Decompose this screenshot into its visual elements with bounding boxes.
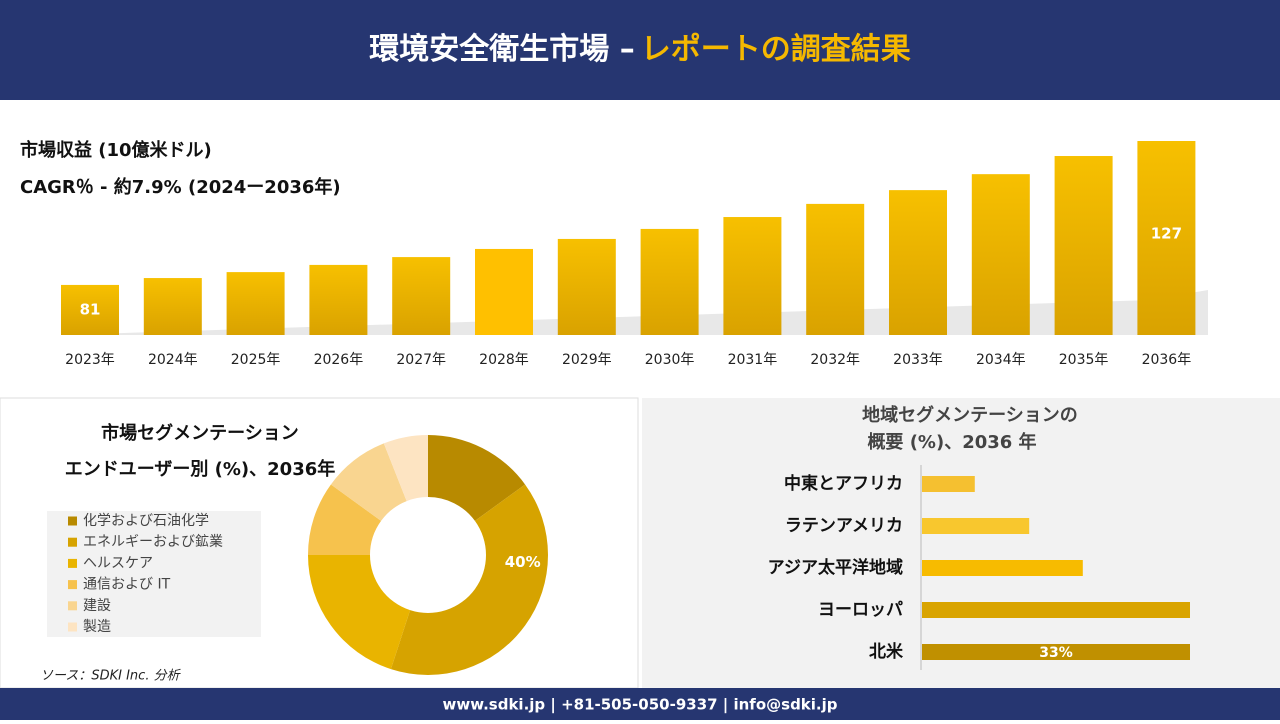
bar bbox=[640, 228, 699, 335]
header-bar bbox=[0, 0, 1280, 100]
x-tick-label: 2031年 bbox=[728, 352, 778, 368]
bar bbox=[971, 174, 1030, 335]
bar bbox=[1054, 156, 1113, 335]
legend-swatch bbox=[68, 558, 77, 568]
value-label: 33% bbox=[1039, 645, 1073, 661]
bar bbox=[309, 264, 368, 335]
x-tick-label: 2036年 bbox=[1142, 352, 1192, 368]
value-label: 127 bbox=[1151, 225, 1182, 243]
chart-title: 市場セグメンテーション bbox=[101, 422, 299, 444]
legend-swatch bbox=[68, 622, 77, 632]
footer-bar bbox=[0, 688, 1280, 720]
legend-label: 製造 bbox=[83, 619, 111, 635]
x-tick-label: 2023年 bbox=[65, 352, 115, 368]
x-tick-label: 2027年 bbox=[396, 352, 446, 368]
chart-title: 地域セグメンテーションの bbox=[862, 404, 1078, 426]
bar bbox=[922, 602, 1190, 618]
right-panel bbox=[642, 398, 1280, 688]
x-tick-label: 2024年 bbox=[148, 352, 198, 368]
bar bbox=[392, 257, 451, 335]
legend-swatch bbox=[68, 516, 77, 526]
donut-segment bbox=[308, 484, 382, 555]
x-tick-label: 2033年 bbox=[893, 352, 943, 368]
donut-segment bbox=[383, 435, 428, 502]
bar bbox=[226, 272, 285, 335]
chart-subtitle: CAGR％ - 約7.9% (2024ー2036年) bbox=[20, 176, 341, 198]
bar bbox=[1137, 141, 1196, 335]
value-label: 40% bbox=[505, 553, 541, 571]
value-label: 81 bbox=[80, 301, 101, 319]
donut-segment bbox=[390, 484, 548, 675]
y-tick-label: ラテンアメリカ bbox=[785, 516, 903, 536]
bar bbox=[723, 217, 782, 335]
bar bbox=[806, 203, 865, 335]
bar bbox=[922, 476, 975, 492]
x-tick-label: 2032年 bbox=[810, 352, 860, 368]
header-title: 環境安全衛生市場 – レポートの調査結果 bbox=[369, 32, 910, 67]
legend-label: 化学および石油化学 bbox=[83, 513, 209, 529]
title-accent: レポートの調査結果 bbox=[641, 32, 911, 67]
chart-subtitle: エンドユーザー別 (%)、2036年 bbox=[65, 458, 336, 480]
title-main: 環境安全衛生市場 – bbox=[369, 32, 634, 67]
y-tick-label: 中東とアフリカ bbox=[784, 473, 903, 494]
x-tick-label: 2028年 bbox=[479, 352, 529, 368]
bar bbox=[889, 190, 947, 335]
donut-segment bbox=[308, 555, 411, 670]
bar bbox=[143, 278, 202, 335]
x-tick-label: 2035年 bbox=[1059, 352, 1109, 368]
donut-segment bbox=[428, 435, 526, 521]
footer: www.sdki.jp | +81-505-050-9337 | info@sd… bbox=[442, 696, 837, 715]
legend-label: 建設 bbox=[83, 598, 111, 614]
legend-swatch bbox=[68, 537, 77, 547]
legend-label: エネルギーおよび鉱業 bbox=[83, 533, 223, 550]
bar bbox=[922, 518, 1030, 534]
x-tick-label: 2030年 bbox=[645, 352, 695, 368]
legend-swatch bbox=[68, 601, 77, 611]
bar bbox=[475, 248, 533, 335]
bar bbox=[922, 560, 1083, 576]
y-tick-label: アジア太平洋地域 bbox=[768, 557, 903, 578]
chart-title: 市場収益 (10億米ドル) bbox=[20, 139, 212, 161]
x-tick-label: 2034年 bbox=[976, 352, 1026, 368]
donut-segment bbox=[330, 443, 407, 521]
x-tick-label: 2026年 bbox=[314, 352, 364, 368]
chart-subtitle: 概要 (%)、2036 年 bbox=[867, 431, 1036, 453]
x-tick-label: 2029年 bbox=[562, 352, 612, 368]
y-tick-label: 北米 bbox=[869, 641, 904, 662]
legend-label: ヘルスケア bbox=[83, 555, 153, 571]
legend-label: 通信および IT bbox=[83, 577, 171, 593]
source: ソース：SDKI Inc. 分析 bbox=[40, 669, 182, 684]
bar bbox=[557, 238, 616, 335]
legend-swatch bbox=[68, 580, 77, 590]
x-tick-label: 2025年 bbox=[231, 352, 281, 368]
y-tick-label: ヨーロッパ bbox=[818, 600, 903, 620]
legend-box bbox=[47, 511, 261, 637]
bar bbox=[61, 284, 119, 335]
bar bbox=[922, 644, 1190, 660]
